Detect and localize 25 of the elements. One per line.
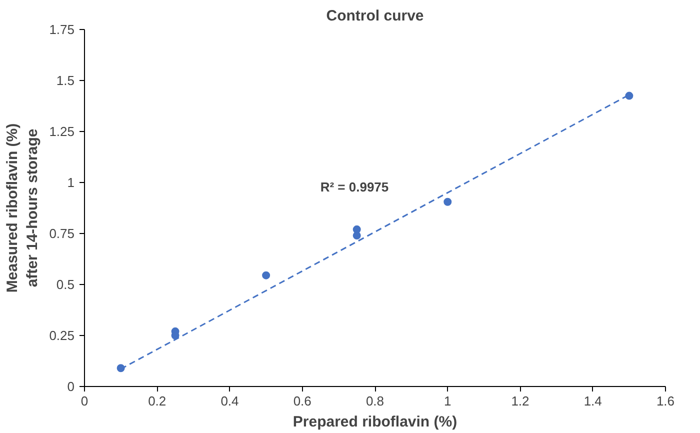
y-axis-title: Measured riboflavin (%) after 14-hours storage — [4, 123, 42, 293]
x-tick-label: 1.4 — [584, 394, 602, 408]
x-tick-label: 1.2 — [511, 394, 530, 408]
annotation: R² = 0.9975 — [320, 180, 389, 194]
y-tick-label: 1.5 — [56, 73, 75, 88]
x-tick-label: 0.2 — [148, 394, 166, 408]
x-tick-label: 0.8 — [366, 394, 384, 408]
point — [262, 271, 270, 280]
y-tick-label: 1 — [67, 175, 75, 190]
chart-title: Control curve — [326, 8, 424, 24]
x-tick-label: 1 — [444, 394, 452, 408]
x-tick-label: 0.6 — [293, 394, 312, 408]
y-tick-label: 0.25 — [49, 328, 75, 343]
point — [444, 198, 452, 206]
x-tick-label: 0 — [80, 394, 88, 408]
x-tick-label: 0.4 — [220, 394, 239, 408]
x-tick-label: 1.6 — [656, 394, 675, 408]
y-tick-label: 1.75 — [49, 22, 75, 37]
y-tick-label: 1.25 — [49, 124, 75, 139]
y-tick-label: 0.75 — [49, 226, 75, 241]
point — [352, 232, 361, 240]
x-axis-title: Prepared riboflavin (%) — [292, 414, 458, 430]
y-tick-label: 0 — [67, 379, 75, 394]
point — [625, 92, 634, 100]
y-tick-label: 0.5 — [56, 277, 75, 292]
